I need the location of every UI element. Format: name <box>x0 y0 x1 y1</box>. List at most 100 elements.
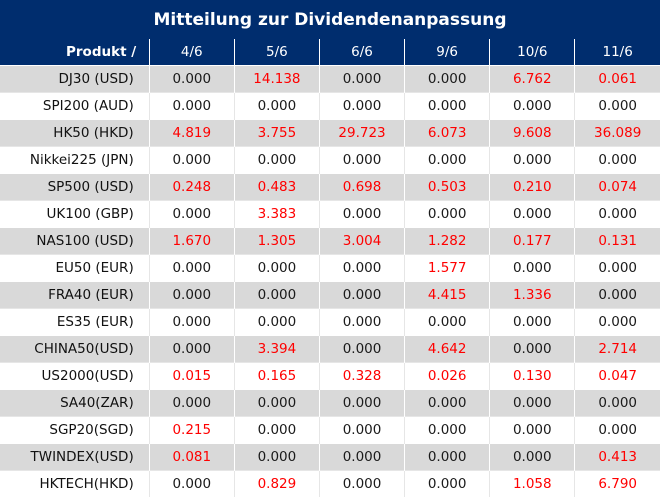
dividend-value-cell: 0.000 <box>319 417 404 444</box>
dividend-value-cell: 0.000 <box>319 336 404 363</box>
product-name-cell: SGP20(SGD) <box>0 417 149 444</box>
dividend-value-cell: 0.215 <box>149 417 234 444</box>
header-row: Produkt / 4/6 5/6 6/6 9/6 10/6 11/6 <box>0 39 660 66</box>
dividend-value-cell: 3.755 <box>234 120 319 147</box>
dividend-value-cell: 0.000 <box>149 471 234 497</box>
dividend-value-cell: 1.058 <box>490 471 575 497</box>
dividend-value-cell: 4.415 <box>405 282 490 309</box>
dividend-value-cell: 0.165 <box>234 363 319 390</box>
dividend-value-cell: 0.698 <box>319 174 404 201</box>
dividend-value-cell: 0.000 <box>149 201 234 228</box>
product-name-cell: UK100 (GBP) <box>0 201 149 228</box>
dividend-value-cell: 0.000 <box>490 444 575 471</box>
product-name-cell: SPI200 (AUD) <box>0 93 149 120</box>
dividend-value-cell: 1.282 <box>405 228 490 255</box>
dividend-value-cell: 3.383 <box>234 201 319 228</box>
dividend-value-cell: 0.000 <box>149 390 234 417</box>
dividend-value-cell: 0.000 <box>405 201 490 228</box>
page-title-text: Mitteilung zur Dividendenanpassung <box>153 10 506 30</box>
dividend-value-cell: 3.394 <box>234 336 319 363</box>
product-name-cell: CHINA50(USD) <box>0 336 149 363</box>
dividend-value-cell: 0.000 <box>575 309 660 336</box>
dividend-value-cell: 0.000 <box>405 390 490 417</box>
dividend-value-cell: 0.000 <box>234 417 319 444</box>
dividend-value-cell: 0.000 <box>490 93 575 120</box>
dividend-value-cell: 4.819 <box>149 120 234 147</box>
dividend-value-cell: 1.670 <box>149 228 234 255</box>
dividend-value-cell: 0.000 <box>319 390 404 417</box>
dividend-value-cell: 0.000 <box>490 255 575 282</box>
dividend-value-cell: 0.177 <box>490 228 575 255</box>
product-name-cell: TWINDEX(USD) <box>0 444 149 471</box>
dividend-value-cell: 0.000 <box>575 255 660 282</box>
dividend-value-cell: 0.015 <box>149 363 234 390</box>
dividend-value-cell: 0.000 <box>490 390 575 417</box>
product-name-cell: EU50 (EUR) <box>0 255 149 282</box>
dividend-value-cell: 0.000 <box>405 147 490 174</box>
dividend-value-cell: 0.000 <box>575 390 660 417</box>
dividend-value-cell: 0.000 <box>234 147 319 174</box>
dividend-value-cell: 0.000 <box>490 147 575 174</box>
product-name-cell: NAS100 (USD) <box>0 228 149 255</box>
dividend-value-cell: 0.000 <box>234 282 319 309</box>
dividend-value-cell: 0.000 <box>319 471 404 497</box>
product-name-cell: DJ30 (USD) <box>0 66 149 93</box>
product-name-cell: HK50 (HKD) <box>0 120 149 147</box>
dividend-value-cell: 0.081 <box>149 444 234 471</box>
product-name-cell: ES35 (EUR) <box>0 309 149 336</box>
date-column-header: 9/6 <box>405 39 490 66</box>
dividend-value-cell: 0.000 <box>234 255 319 282</box>
dividend-table: Produkt / 4/6 5/6 6/6 9/6 10/6 11/6 DJ30… <box>0 39 660 497</box>
dividend-value-cell: 0.413 <box>575 444 660 471</box>
dividend-value-cell: 0.000 <box>149 66 234 93</box>
dividend-value-cell: 2.714 <box>575 336 660 363</box>
dividend-value-cell: 0.000 <box>319 147 404 174</box>
dividend-value-cell: 36.089 <box>575 120 660 147</box>
dividend-value-cell: 0.000 <box>149 309 234 336</box>
date-column-header: 5/6 <box>234 39 319 66</box>
dividend-value-cell: 14.138 <box>234 66 319 93</box>
dividend-value-cell: 0.210 <box>490 174 575 201</box>
dividend-value-cell: 0.000 <box>319 309 404 336</box>
dividend-value-cell: 0.000 <box>405 309 490 336</box>
dividend-value-cell: 0.000 <box>149 336 234 363</box>
dividend-value-cell: 0.483 <box>234 174 319 201</box>
dividend-value-cell: 0.026 <box>405 363 490 390</box>
dividend-value-cell: 0.000 <box>490 309 575 336</box>
dividend-value-cell: 0.000 <box>575 93 660 120</box>
dividend-value-cell: 6.790 <box>575 471 660 497</box>
dividend-value-cell: 0.328 <box>319 363 404 390</box>
dividend-value-cell: 0.000 <box>149 147 234 174</box>
dividend-value-cell: 0.000 <box>319 93 404 120</box>
date-column-header: 11/6 <box>575 39 660 66</box>
dividend-value-cell: 9.608 <box>490 120 575 147</box>
dividend-value-cell: 0.000 <box>575 282 660 309</box>
dividend-value-cell: 0.000 <box>405 444 490 471</box>
dividend-value-cell: 0.074 <box>575 174 660 201</box>
dividend-value-cell: 0.000 <box>490 417 575 444</box>
dividend-value-cell: 6.073 <box>405 120 490 147</box>
dividend-value-cell: 1.577 <box>405 255 490 282</box>
dividend-value-cell: 0.000 <box>405 417 490 444</box>
dividend-value-cell: 0.000 <box>575 201 660 228</box>
product-name-cell: US2000(USD) <box>0 363 149 390</box>
dividend-value-cell: 0.000 <box>319 255 404 282</box>
dividend-value-cell: 0.000 <box>149 255 234 282</box>
product-name-cell: HKTECH(HKD) <box>0 471 149 497</box>
dividend-value-cell: 0.000 <box>405 66 490 93</box>
dividend-value-cell: 0.000 <box>234 444 319 471</box>
dividend-value-cell: 0.503 <box>405 174 490 201</box>
date-column-header: 6/6 <box>319 39 404 66</box>
dividend-value-cell: 0.047 <box>575 363 660 390</box>
